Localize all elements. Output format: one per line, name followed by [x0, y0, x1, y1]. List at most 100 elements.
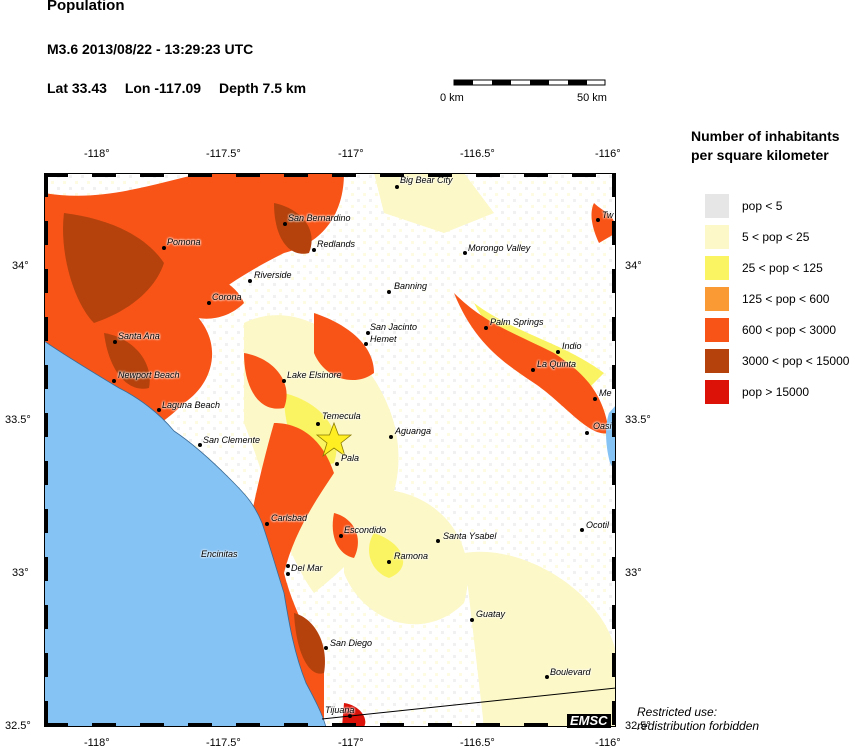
legend-swatch	[705, 256, 729, 280]
city-dot	[286, 572, 290, 576]
city-dot	[545, 675, 549, 679]
x-tick-label-bottom: -117°	[338, 737, 364, 749]
city-dot	[335, 462, 339, 466]
scale-end-label: 50 km	[577, 92, 607, 104]
ocean	[44, 340, 327, 727]
city-dot	[198, 443, 202, 447]
city-dot	[387, 560, 391, 564]
city-dot	[484, 326, 488, 330]
city-label[interactable]: Del Mar	[291, 563, 323, 573]
city-dot	[596, 218, 600, 222]
legend-swatch	[705, 380, 729, 404]
city-label[interactable]: Corona	[212, 292, 242, 302]
city-label[interactable]: Indio	[562, 341, 582, 351]
city-label[interactable]: Ramona	[394, 551, 429, 561]
legend-item: 3000 < pop < 15000	[705, 349, 865, 373]
city-label[interactable]: Escondido	[344, 525, 387, 535]
legend-item: 25 < pop < 125	[705, 256, 865, 280]
city-dot	[463, 251, 467, 255]
city-label[interactable]: Pomona	[167, 237, 201, 247]
city-label[interactable]: Pala	[341, 453, 360, 463]
city-label[interactable]: Ocotil	[586, 520, 610, 530]
legend-swatch	[705, 225, 729, 249]
city-label[interactable]: San Jacinto	[370, 322, 418, 332]
legend-swatch	[705, 287, 729, 311]
city-label[interactable]: Laguna Beach	[162, 400, 221, 410]
city-label[interactable]: Santa Ana	[118, 331, 160, 341]
city-label[interactable]: Santa Ysabel	[443, 531, 497, 541]
city-dot	[113, 340, 117, 344]
scale-start-label: 0 km	[440, 92, 464, 104]
city-dot	[265, 522, 269, 526]
city-label[interactable]: San Clemente	[203, 435, 261, 445]
city-dot	[389, 435, 393, 439]
dense-urban-areas	[63, 203, 366, 727]
city-label[interactable]: Guatay	[476, 609, 506, 619]
city-dot	[470, 618, 474, 622]
y-tick-label-left: 34°	[12, 260, 29, 272]
legend-swatch	[705, 349, 729, 373]
city-label[interactable]: Big Bear City	[400, 175, 453, 185]
city-dot	[395, 185, 399, 189]
x-tick-label-bottom: -116.5°	[460, 737, 495, 749]
city-dot	[312, 248, 316, 252]
legend-swatch	[705, 318, 729, 342]
restricted-notice: Restricted use: redistribution forbidden	[637, 705, 760, 733]
legend-item: 600 < pop < 3000	[705, 318, 865, 342]
city-label[interactable]: Boulevard	[550, 667, 591, 677]
location-info: Lat 33.43 Lon -117.09 Depth 7.5 km	[47, 80, 320, 96]
latitude: Lat 33.43	[47, 80, 107, 96]
city-label[interactable]: Temecula	[322, 411, 361, 421]
city-label[interactable]: Tijuana	[325, 705, 355, 715]
legend-swatch	[705, 194, 729, 218]
y-tick-label-right: 32.5°	[625, 720, 651, 732]
city-label[interactable]: Oasi	[593, 421, 612, 431]
star-icon[interactable]	[315, 422, 353, 458]
city-label[interactable]: Hemet	[370, 334, 397, 344]
city-dot	[366, 331, 370, 335]
city-dot	[162, 246, 166, 250]
city-dot	[593, 397, 597, 401]
legend-item: 5 < pop < 25	[705, 225, 865, 249]
x-tick-label-top: -118°	[84, 148, 110, 160]
city-dot	[580, 528, 584, 532]
city-label[interactable]: Me	[599, 388, 612, 398]
x-tick-label-bottom: -116°	[595, 737, 621, 749]
y-tick-label-right: 34°	[625, 260, 642, 272]
city-label[interactable]: Riverside	[254, 270, 292, 280]
city-dot	[324, 646, 328, 650]
city-label[interactable]: San Bernardino	[288, 213, 351, 223]
city-dot	[282, 379, 286, 383]
city-dot	[316, 422, 320, 426]
city-label[interactable]: Redlands	[317, 239, 356, 249]
city-dot	[531, 368, 535, 372]
map-frame	[44, 173, 616, 727]
city-label[interactable]: San Diego	[330, 638, 373, 648]
city-dot	[283, 222, 287, 226]
city-label[interactable]: La Quinta	[537, 359, 577, 369]
city-dot	[585, 431, 589, 435]
x-tick-label-top: -117°	[338, 148, 364, 160]
city-label[interactable]: Newport Beach	[118, 370, 180, 380]
city-dot	[248, 279, 252, 283]
longitude: Lon -117.09	[124, 80, 202, 96]
city-label[interactable]: Encinitas	[201, 549, 238, 559]
legend-item: pop > 15000	[705, 380, 865, 404]
city-dot	[112, 379, 116, 383]
city-label[interactable]: Tw	[602, 210, 614, 220]
city-label[interactable]: Lake Elsinore	[287, 370, 342, 380]
city-label[interactable]: Carlsbad	[271, 513, 308, 523]
y-tick-label-right: 33.5°	[625, 414, 651, 426]
x-tick-label-bottom: -117.5°	[206, 737, 241, 749]
city-label[interactable]: Aguanga	[395, 426, 432, 436]
city-dot	[348, 714, 352, 718]
city-label[interactable]: Palm Springs	[490, 317, 544, 327]
map-title: Population	[47, 0, 125, 14]
city-label[interactable]: Morongo Valley	[468, 243, 531, 253]
city-dot	[556, 350, 560, 354]
y-tick-label-right: 33°	[625, 567, 642, 579]
city-dot	[207, 301, 211, 305]
city-label[interactable]: Banning	[394, 281, 428, 291]
y-tick-label-left: 33°	[12, 567, 29, 579]
population-map[interactable]: Big Bear City Tw San Bernardino Pomona R…	[44, 173, 616, 727]
